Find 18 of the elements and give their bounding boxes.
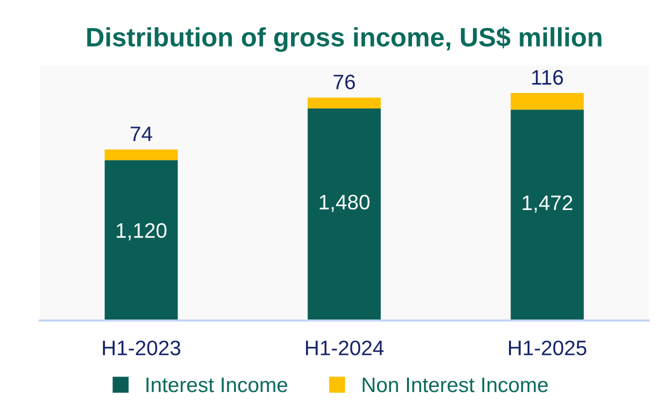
bar [104,160,178,321]
bar [510,110,584,321]
x-tick-label: H1-2023 [102,340,180,356]
bar [510,93,584,110]
bar [308,108,381,321]
data-label: 1,472 [522,195,572,213]
data-label: 74 [130,126,152,142]
legend-label: Non Interest Income [362,378,548,392]
bar [308,98,381,109]
x-tick-label: H1-2024 [306,340,384,356]
data-label: 1,120 [116,223,166,240]
data-label: 116 [532,70,563,85]
data-label: 76 [334,74,355,90]
chart-title: Distribution of gross income, US$ million [87,26,602,52]
legend-label: Interest Income [146,378,288,392]
data-label: 1,480 [320,194,370,212]
x-tick-label: H1-2025 [509,340,586,356]
bar [104,150,178,160]
